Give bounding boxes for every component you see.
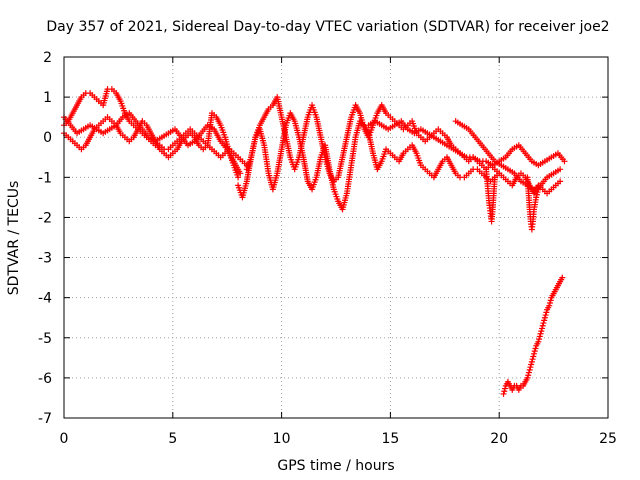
data-point-low-branch (539, 322, 546, 329)
data-point-low-branch (559, 274, 566, 281)
data-point-low-branch (538, 325, 545, 332)
data-point-track-g (557, 166, 564, 173)
y-tick-label: -1 (38, 170, 52, 186)
data-point-low-branch (546, 300, 553, 307)
data-point-low-branch (541, 314, 548, 321)
chart-title: Day 357 of 2021, Sidereal Day-to-day VTE… (46, 19, 609, 35)
data-point-low-branch (537, 330, 544, 337)
data-point-drop-1 (491, 174, 498, 181)
data-point-low-branch (532, 345, 539, 352)
data-point-low-branch (535, 338, 542, 345)
data-point-low-branch (531, 348, 538, 355)
y-tick-label: 2 (43, 50, 52, 66)
data-point-low-branch (547, 297, 554, 304)
data-point-low-branch (540, 320, 547, 327)
data-point-low-branch (524, 374, 531, 381)
data-point-low-branch (501, 388, 508, 395)
data-point-low-branch (538, 328, 545, 335)
data-points (61, 86, 568, 397)
y-tick-label: -6 (38, 371, 52, 387)
data-point-low-branch (531, 350, 538, 357)
data-point-track-e (557, 178, 564, 185)
y-tick-label: 0 (43, 130, 52, 146)
data-point-low-branch (528, 358, 535, 365)
data-point-low-branch (527, 364, 534, 371)
data-point-drop-2 (537, 182, 544, 189)
y-tick-label: -4 (38, 291, 52, 307)
data-point-low-branch (502, 385, 509, 392)
data-point-low-branch (543, 309, 550, 316)
y-tick-label: -7 (38, 411, 52, 427)
data-point-low-branch (525, 369, 532, 376)
plot-frame (63, 56, 609, 419)
y-tick-label: -5 (38, 331, 52, 347)
data-point-low-branch (542, 312, 549, 319)
data-point-track-c (237, 170, 244, 177)
data-point-low-branch (529, 356, 536, 363)
data-point-track-b (235, 174, 242, 181)
data-point-drop-2 (533, 191, 540, 198)
x-tick-label: 0 (60, 431, 69, 447)
data-point-low-branch (541, 317, 548, 324)
x-axis-label: GPS time / hours (277, 458, 394, 474)
data-point-drop-2 (533, 194, 540, 201)
y-tick-label: -2 (38, 210, 52, 226)
data-point-low-branch (528, 361, 535, 368)
y-tick-label: 1 (43, 90, 52, 106)
x-tick-label: 20 (490, 431, 508, 447)
data-point-low-branch (546, 302, 553, 309)
data-point-low-branch (525, 372, 532, 379)
axis-ticks: 0 5 10 15 20 25 -7 -6 -5 -4 -3 -2 -1 0 1 2 (38, 50, 617, 447)
data-point-low-branch (526, 366, 533, 373)
data-point-low-branch (500, 390, 507, 397)
x-tick-label: 25 (599, 431, 617, 447)
y-tick-label: -3 (38, 251, 52, 267)
data-point-drop-2 (534, 189, 541, 196)
grid (64, 57, 608, 418)
data-point-low-branch (536, 333, 543, 340)
x-tick-label: 5 (168, 431, 177, 447)
x-tick-label: 15 (381, 431, 399, 447)
data-point-low-branch (536, 336, 543, 343)
y-axis-label: SDTVAR / TECUs (6, 181, 22, 296)
x-tick-label: 10 (273, 431, 291, 447)
data-point-track-f (561, 158, 568, 165)
data-point-low-branch (530, 353, 537, 360)
